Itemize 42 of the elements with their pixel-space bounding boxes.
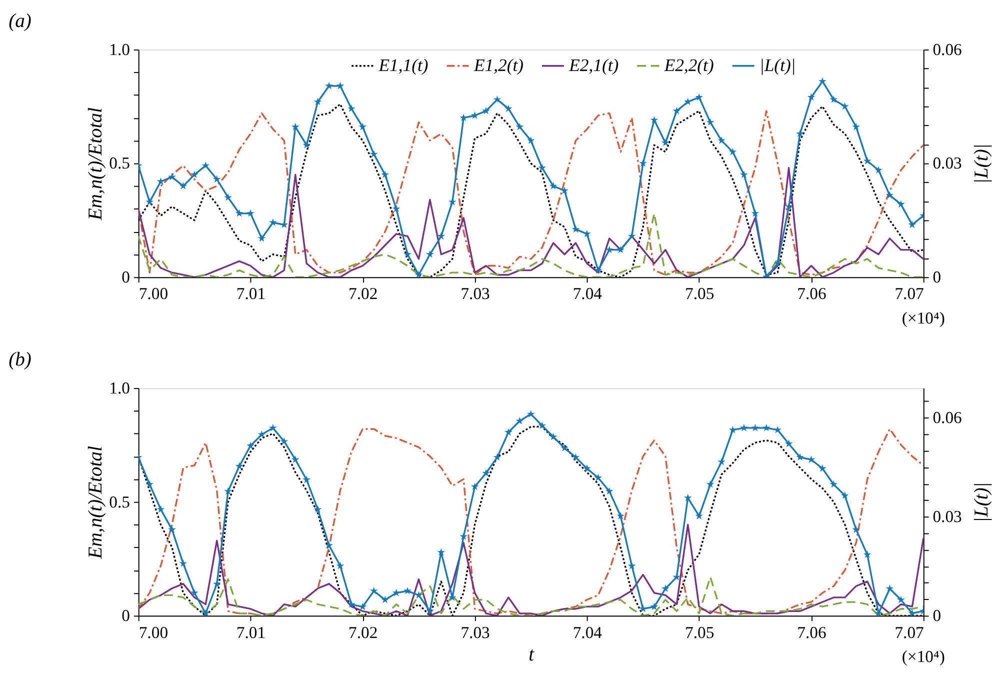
legend-label: |L(t)| <box>760 54 796 75</box>
x-tick-label: 7.04 <box>572 284 603 304</box>
y-tick-label: 0.5 <box>109 154 130 173</box>
x-axis-title: t <box>528 644 535 666</box>
x-tick-label: 7.06 <box>797 284 826 304</box>
y-tick-label: 0 <box>122 606 130 626</box>
x-tick-label: 7.06 <box>797 622 826 642</box>
x-tick-label: 7.07 <box>894 622 924 642</box>
x-tick-label: 7.03 <box>460 284 490 304</box>
legend-label: E2,2(t) <box>663 54 714 75</box>
y2-tick-label: 0 <box>932 606 942 626</box>
y-tick-label: 1.0 <box>109 40 130 59</box>
x-tick-label: 7.05 <box>684 622 714 642</box>
y2-axis-title: |L(t)| <box>971 482 992 522</box>
text: (×10⁴) <box>902 646 945 666</box>
x-tick-label: 7.00 <box>138 284 168 304</box>
x-tick-label: 7.02 <box>348 284 378 304</box>
y-axis-title: Em,n(t)/Etotal <box>85 445 106 560</box>
legend-label: E2,1(t) <box>568 54 619 75</box>
y2-tick-label: 0 <box>932 268 942 287</box>
x-tick-label: 7.02 <box>348 622 378 642</box>
y2-tick-label: 0.06 <box>932 40 962 59</box>
chart-title: (b) <box>8 349 32 370</box>
y-tick-label: 1.0 <box>109 378 130 398</box>
legend-label: E1,2(t) <box>472 54 524 75</box>
y2-tick-label: 0.03 <box>932 154 962 173</box>
legend-label: E1,1(t) <box>378 54 428 75</box>
y-tick-label: 0.5 <box>109 492 130 512</box>
x-tick-label: 7.03 <box>460 622 490 642</box>
chart-title: (a) <box>8 10 32 32</box>
y-tick-label: 0 <box>122 268 130 287</box>
text: (×10⁴) <box>902 308 945 328</box>
y-axis-title: Em,n(t)/Etotal <box>85 106 106 222</box>
x-tick-label: 7.07 <box>894 284 924 304</box>
y2-axis-title: |L(t)| <box>971 144 992 184</box>
x-tick-label: 7.04 <box>572 622 603 642</box>
x-tick-label: 7.05 <box>684 284 714 304</box>
y2-tick-label: 0.06 <box>932 408 962 428</box>
x-tick-label: 7.00 <box>138 622 168 642</box>
y2-tick-label: 0.03 <box>932 507 962 526</box>
x-tick-label: 7.01 <box>236 622 266 642</box>
x-tick-label: 7.01 <box>236 284 266 304</box>
